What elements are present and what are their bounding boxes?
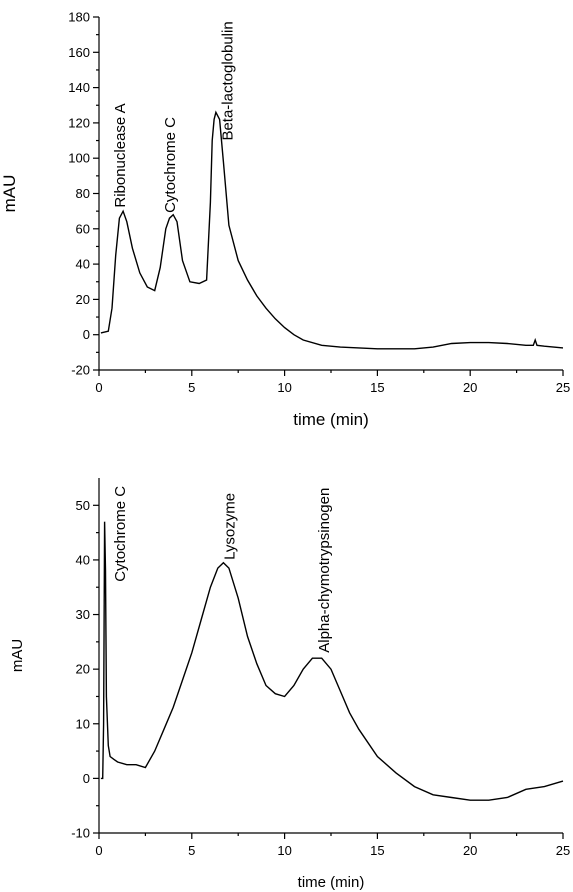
series-line-1	[100, 521, 564, 801]
y-tick-label: 140	[68, 80, 90, 95]
x-tick-label: 15	[370, 843, 384, 858]
peak-annotation: Beta-lactoglobulin	[220, 21, 237, 140]
y-tick-label: 180	[68, 10, 90, 25]
y-tick-label: 0	[83, 327, 90, 342]
x-tick-label: 15	[370, 380, 384, 395]
y-axis-title: mAU	[9, 639, 26, 672]
x-tick-label: 20	[463, 843, 477, 858]
chart-panel-2: -10 0 10 20 30 40 50 0 5 10 15 20 25 time (min) mAU Cyt…	[9, 478, 570, 891]
y-tick-label: 20	[76, 292, 90, 307]
x-tick-label: 0	[95, 380, 102, 395]
y-tick-label: -10	[71, 826, 90, 841]
series-line-1	[100, 110, 564, 350]
x-axis-title: time (min)	[293, 410, 369, 429]
y-tick-label: 40	[76, 552, 90, 567]
x-tick-label: 25	[556, 843, 570, 858]
x-axis-title: time (min)	[298, 874, 365, 891]
y-tick-label: 60	[76, 221, 90, 236]
y-tick-label: 30	[76, 607, 90, 622]
y-tick-label: 40	[76, 257, 90, 272]
y-tick-label: 20	[76, 662, 90, 677]
peak-annotation: Ribonuclease A	[112, 103, 129, 207]
y-tick-label: 160	[68, 45, 90, 60]
y-tick-label: 80	[76, 186, 90, 201]
x-tick-label: 10	[277, 843, 291, 858]
y-tick-label: 0	[83, 771, 90, 786]
x-tick-label: 10	[277, 380, 291, 395]
y-tick-label: 100	[68, 151, 90, 166]
peak-annotation: Alpha-chymotrypsinogen	[316, 488, 333, 653]
peak-annotation: Cytochrome C	[162, 117, 179, 213]
y-tick-label: 10	[76, 716, 90, 731]
x-tick-label: 25	[556, 380, 570, 395]
peak-annotation: Cytochrome C	[112, 486, 129, 582]
peak-annotation: Lysozyme	[221, 493, 238, 560]
y-tick-label: 120	[68, 115, 90, 130]
x-tick-label: 20	[463, 380, 477, 395]
y-axis-title: mAU	[0, 175, 19, 213]
x-tick-label: 5	[188, 380, 195, 395]
y-tick-label: 50	[76, 498, 90, 513]
y-tick-label: -20	[71, 363, 90, 378]
chart-panel-1: -20 0 20 40 60 80 100 120 140 160 180 0 5 10 15 20 25 tim…	[0, 10, 570, 430]
x-tick-label: 0	[95, 843, 102, 858]
x-tick-label: 5	[188, 843, 195, 858]
